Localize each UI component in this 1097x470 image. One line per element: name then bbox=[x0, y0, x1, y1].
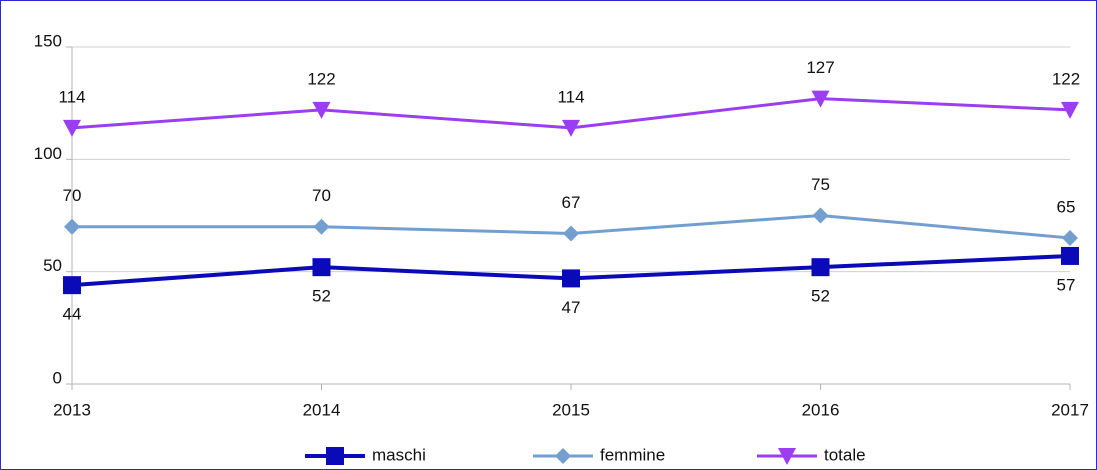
marker bbox=[811, 258, 830, 277]
y-tick-label: 50 bbox=[43, 256, 62, 275]
legend-label: femmine bbox=[600, 445, 665, 464]
legend-label: maschi bbox=[372, 445, 426, 464]
data-label: 114 bbox=[557, 87, 584, 106]
marker bbox=[63, 119, 81, 137]
x-tick-label: 2013 bbox=[53, 400, 91, 419]
marker bbox=[562, 119, 580, 137]
data-label: 67 bbox=[562, 193, 581, 212]
marker bbox=[811, 90, 830, 108]
marker bbox=[326, 447, 344, 465]
data-label: 70 bbox=[63, 186, 82, 205]
marker bbox=[63, 276, 81, 295]
marker bbox=[555, 448, 571, 464]
y-tick-label: 0 bbox=[53, 368, 62, 387]
data-label: 122 bbox=[1052, 69, 1080, 88]
marker bbox=[1061, 101, 1079, 119]
data-label: 57 bbox=[1057, 275, 1076, 294]
data-label: 65 bbox=[1057, 197, 1076, 216]
data-label: 52 bbox=[811, 287, 830, 306]
x-tick-label: 2015 bbox=[552, 400, 590, 419]
marker bbox=[778, 448, 796, 465]
marker bbox=[1061, 246, 1079, 265]
data-label: 52 bbox=[312, 287, 331, 306]
data-label: 75 bbox=[811, 175, 830, 194]
data-label: 44 bbox=[63, 305, 82, 324]
x-tick-label: 2014 bbox=[303, 400, 341, 419]
marker bbox=[563, 225, 579, 242]
marker bbox=[562, 269, 580, 288]
marker bbox=[313, 218, 330, 235]
marker bbox=[64, 218, 80, 235]
data-label: 114 bbox=[58, 87, 85, 106]
data-label: 47 bbox=[562, 298, 581, 317]
data-label: 127 bbox=[806, 58, 834, 77]
x-tick-label: 2016 bbox=[802, 400, 840, 419]
y-tick-label: 150 bbox=[34, 31, 62, 50]
legend-label: totale bbox=[824, 445, 866, 464]
marker bbox=[312, 101, 331, 119]
marker bbox=[1062, 229, 1078, 246]
data-label: 122 bbox=[307, 69, 335, 88]
marker bbox=[312, 258, 331, 277]
data-label: 70 bbox=[312, 186, 331, 205]
marker bbox=[812, 207, 829, 224]
y-tick-label: 100 bbox=[34, 144, 62, 163]
x-tick-label: 2017 bbox=[1051, 400, 1089, 419]
